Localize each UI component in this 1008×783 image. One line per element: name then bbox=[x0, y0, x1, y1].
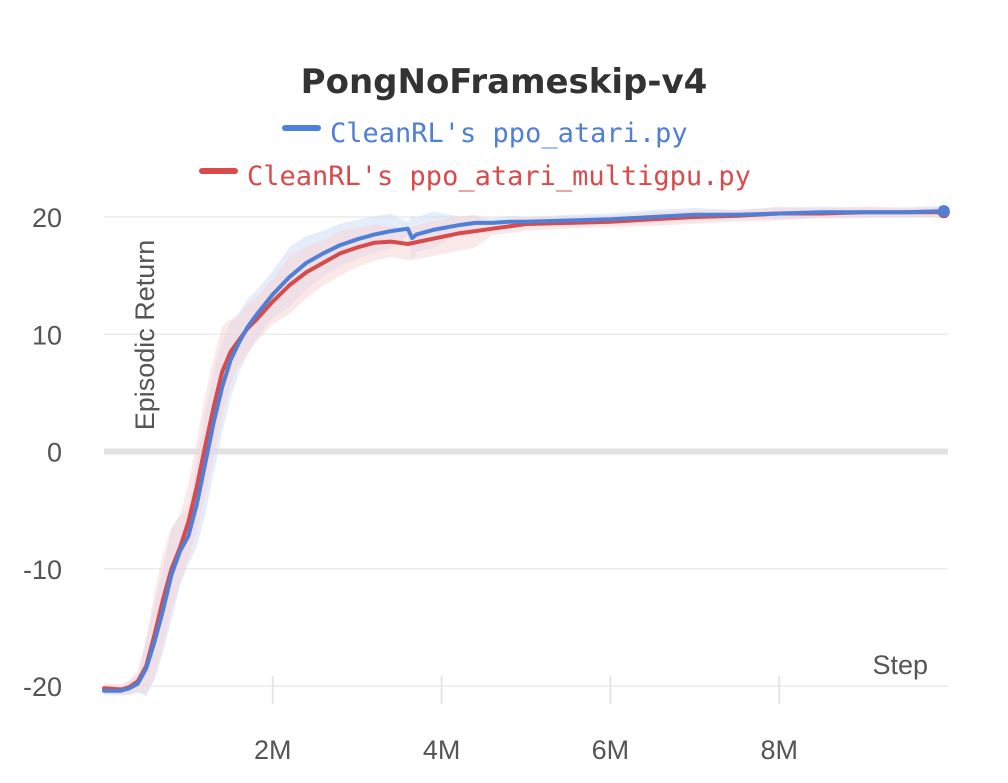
grid bbox=[104, 216, 948, 687]
x-tick-label: 4M bbox=[423, 735, 461, 765]
legend-label-ppo-atari: CleanRL's ppo_atari.py bbox=[330, 118, 688, 149]
y-tick-label: 10 bbox=[32, 320, 62, 350]
series-end-point-0 bbox=[937, 205, 950, 218]
series-line-0 bbox=[102, 209, 946, 693]
x-tick-label: 6M bbox=[592, 735, 630, 765]
x-tick-label: 2M bbox=[254, 735, 292, 765]
y-tick-label: -10 bbox=[23, 555, 62, 585]
x-axis-label: Step bbox=[872, 650, 928, 680]
legend: CleanRL's ppo_atari.py CleanRL's ppo_ata… bbox=[199, 118, 751, 192]
y-tick-label: 20 bbox=[32, 203, 62, 233]
series-lines bbox=[102, 205, 950, 693]
x-tick-labels: 2M 4M 6M 8M bbox=[254, 676, 798, 765]
chart-title: PongNoFrameskip-v4 bbox=[301, 62, 708, 102]
y-axis-label: Episodic Return bbox=[130, 240, 160, 431]
legend-label-ppo-atari-multigpu: CleanRL's ppo_atari_multigpu.py bbox=[247, 161, 751, 192]
y-tick-label: -20 bbox=[23, 672, 62, 702]
y-tick-label: 0 bbox=[47, 438, 62, 468]
x-tick-label: 8M bbox=[760, 735, 798, 765]
y-tick-labels: -20 -10 0 10 20 bbox=[23, 203, 62, 702]
